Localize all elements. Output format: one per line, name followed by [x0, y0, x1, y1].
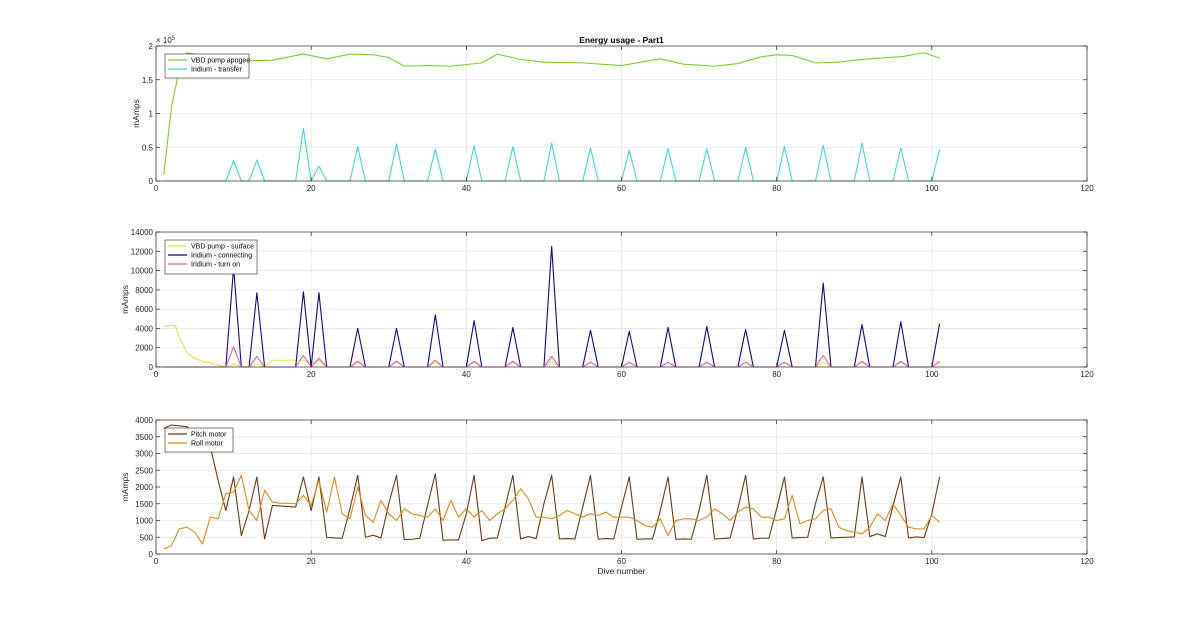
- legend-entry: Roll motor: [191, 441, 224, 448]
- y-exponent-power: 5: [172, 36, 176, 42]
- y-tick-label: 500: [140, 533, 154, 542]
- y-tick-label: 10000: [131, 267, 154, 276]
- legend-entry: Iridium - turn on: [191, 262, 240, 269]
- x-tick-label: 20: [307, 370, 316, 379]
- x-tick-label: 20: [307, 557, 316, 566]
- legend-entry: VBD pump - surface: [191, 244, 254, 251]
- x-tick-label: 20: [307, 184, 316, 193]
- x-tick-label: 80: [772, 557, 781, 566]
- legend-box: [164, 53, 250, 79]
- y-tick-label: 8000: [135, 286, 153, 295]
- y-tick-label: 1500: [135, 500, 153, 509]
- x-tick-label: 40: [462, 370, 471, 379]
- x-tick-label: 120: [1080, 184, 1094, 193]
- legend: Pitch motor Roll motor: [164, 427, 234, 453]
- x-tick-label: 60: [617, 184, 626, 193]
- y-exponent-label: × 105: [156, 36, 176, 45]
- x-tick-label: 100: [925, 184, 939, 193]
- y-tick-label: 2: [149, 42, 154, 51]
- y-tick-label: 2000: [135, 344, 153, 353]
- y-axis-label: mAmps: [131, 99, 141, 128]
- y-tick-label: 14000: [131, 228, 154, 237]
- y-tick-label: 6000: [135, 305, 153, 314]
- legend-entry: Iridium - connecting: [191, 253, 252, 260]
- y-tick-label: 12000: [131, 247, 154, 256]
- x-tick-label: 40: [462, 557, 471, 566]
- x-tick-label: 80: [772, 370, 781, 379]
- y-tick-label: 4000: [135, 324, 153, 333]
- y-tick-label: 3500: [135, 433, 153, 442]
- x-tick-label: 60: [617, 557, 626, 566]
- x-tick-label: 0: [154, 557, 159, 566]
- y-tick-label: 0: [149, 550, 154, 559]
- x-axis-label: Dive number: [597, 566, 645, 576]
- legend: VBD pump - surface Iridium - connecting Ir…: [164, 239, 258, 275]
- y-tick-label: 1: [149, 110, 154, 119]
- chart-title: Energy usage - Part1: [579, 35, 664, 45]
- series-line-pitch-motor: [163, 424, 941, 542]
- x-tick-label: 40: [462, 184, 471, 193]
- legend: VBD pump apogee Iridium - transfer: [164, 53, 250, 79]
- x-tick-label: 120: [1080, 370, 1094, 379]
- panel-3: 0 20 40 60 80 100 120 0 500 1000 1500 2000 2500 3000 3…: [120, 416, 1094, 576]
- y-tick-label: 0: [149, 177, 154, 186]
- x-tick-label: 0: [154, 370, 159, 379]
- x-tick-label: 80: [772, 184, 781, 193]
- x-tick-label: 0: [154, 184, 159, 193]
- panel-2: 0 20 40 60 80 100 120 0 2000 4000 6000 8000 10000 120…: [120, 228, 1094, 379]
- legend-entry: Pitch motor: [191, 432, 227, 439]
- legend-box: [164, 427, 234, 453]
- x-tick-label: 100: [925, 370, 939, 379]
- y-tick-label: 0: [149, 363, 154, 372]
- y-tick-label: 2500: [135, 466, 153, 475]
- panel-1: 0 20 40 60 80 100 120 0 0.5 1 1.5 2× 105 mAmps Energy…: [131, 35, 1094, 193]
- y-tick-label: 4000: [135, 416, 153, 425]
- x-tick-label: 120: [1080, 557, 1094, 566]
- y-tick-label: 3000: [135, 450, 153, 459]
- y-axis-label: mAmps: [120, 285, 130, 314]
- x-tick-label: 60: [617, 370, 626, 379]
- y-tick-label: 1.5: [142, 76, 154, 85]
- x-tick-label: 100: [925, 557, 939, 566]
- y-axis-label: mAmps: [120, 473, 130, 502]
- y-tick-label: 1000: [135, 517, 153, 526]
- y-tick-label: 2000: [135, 483, 153, 492]
- y-tick-label: 0.5: [142, 143, 154, 152]
- legend-entry: Iridium - transfer: [191, 67, 243, 74]
- series-line-roll-motor: [163, 474, 940, 550]
- legend-entry: VBD pump apogee: [191, 58, 250, 65]
